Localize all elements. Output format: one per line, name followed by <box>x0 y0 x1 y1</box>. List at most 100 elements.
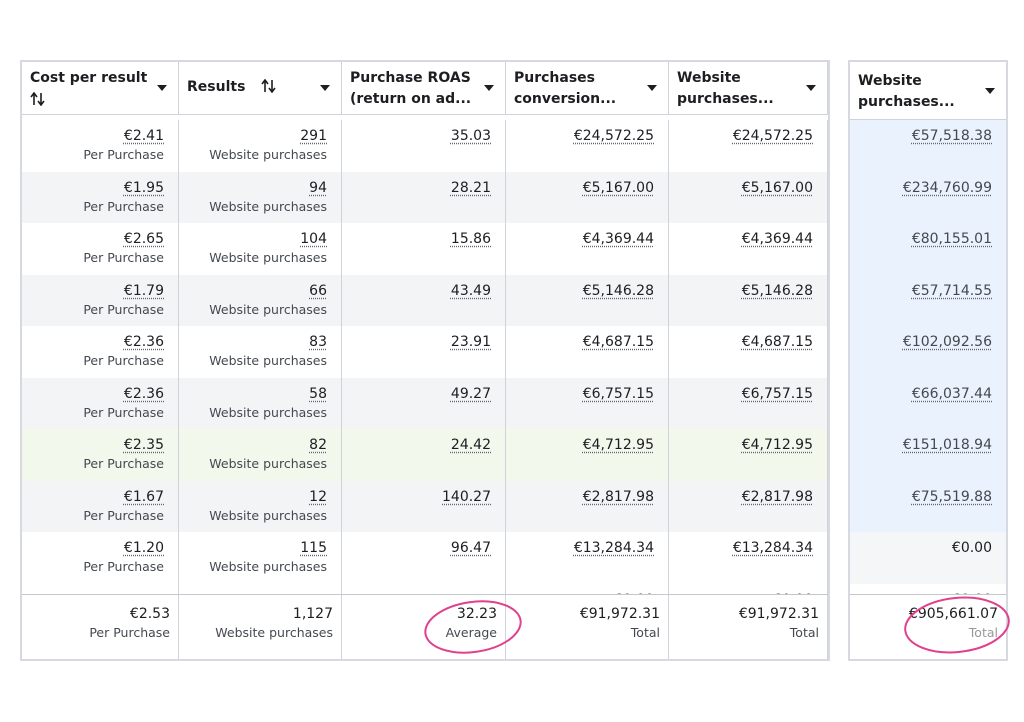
cell-value: €5,167.00 <box>741 179 813 196</box>
cell-sublabel: Per Purchase <box>83 353 164 368</box>
column-header[interactable]: Cost per result <box>22 62 179 114</box>
cell-value: 24.42 <box>450 437 491 453</box>
table-body: €57,518.38 €234,760.99 €80,155.01 €57,714.5… <box>850 119 1006 599</box>
table-cell: €0.00 <box>850 532 1006 584</box>
cell-value: 49.27 <box>450 385 491 402</box>
table-cell: 115 Website purchases <box>179 532 342 584</box>
table-cell: €5,167.00 <box>506 171 669 223</box>
cell-value: 140.27 <box>442 488 491 505</box>
sort-icon[interactable] <box>30 92 46 106</box>
footer-sublabel: Total <box>630 625 660 640</box>
cell-value: €4,369.44 <box>582 231 654 247</box>
cell-value: €80,155.01 <box>911 231 992 247</box>
column-header[interactable]: Website purchases... <box>850 62 1006 119</box>
column-header[interactable]: Website purchases... <box>669 62 828 114</box>
footer-cell: 32.23 Average <box>342 595 506 659</box>
table-cell: €5,146.28 <box>669 274 828 326</box>
table-cell: 15.86 <box>342 223 506 275</box>
cell-value: €24,572.25 <box>732 128 813 144</box>
footer-cell: €91,972.31 Total <box>669 595 828 659</box>
table-cell: 43.49 <box>342 274 506 326</box>
cell-value: 291 <box>300 128 327 144</box>
table-cell: €1.95 Per Purchase <box>22 171 179 223</box>
column-header-label: Purchase ROAS (return on ad... <box>350 70 472 107</box>
cell-sublabel: Per Purchase <box>83 404 164 420</box>
table-row: €2.65 Per Purchase 104 Website purchases 15.… <box>22 223 828 275</box>
table-cell: €151,018.94 <box>850 429 1006 481</box>
column-header[interactable]: Results <box>179 62 342 114</box>
table-cell: €2,817.98 <box>506 480 669 532</box>
dropdown-icon[interactable] <box>319 84 331 92</box>
table-cell: €57,518.38 <box>850 120 1006 172</box>
table-cell: 12 Website purchases <box>179 480 342 532</box>
table-cell: €2.41 Per Purchase <box>22 120 179 172</box>
cell-value: €2.41 <box>123 128 164 144</box>
table-cell: 49.27 <box>342 377 506 429</box>
cell-value: €1.95 <box>123 179 164 196</box>
cell-value: €2.36 <box>123 385 164 402</box>
table-cell: €4,712.95 <box>506 429 669 481</box>
table-cell <box>22 583 179 599</box>
table-cell: €2.36 Per Purchase <box>22 377 179 429</box>
table-row: €1.79 Per Purchase 66 Website purchases 43.4… <box>22 274 828 326</box>
cell-value: €0.00 <box>951 540 992 556</box>
cell-sublabel: Website purchases <box>209 404 327 420</box>
table-row: €102,092.56 <box>850 326 1006 378</box>
table-row: €57,518.38 <box>850 120 1006 172</box>
column-header[interactable]: Purchases conversion... <box>506 62 669 114</box>
table-cell: €24,572.25 <box>506 120 669 172</box>
table-row: €80,155.01 <box>850 223 1006 275</box>
dropdown-icon[interactable] <box>805 84 817 92</box>
cell-sublabel: Website purchases <box>209 456 327 471</box>
cell-sublabel: Website purchases <box>209 301 327 317</box>
table-cell <box>179 583 342 599</box>
dropdown-icon[interactable] <box>483 84 495 92</box>
cell-value: €57,518.38 <box>911 128 992 144</box>
column-header-label: Purchases conversion... <box>514 70 617 107</box>
column-header[interactable]: Purchase ROAS (return on ad... <box>342 62 506 114</box>
table-cell: 104 Website purchases <box>179 223 342 275</box>
table-row: €2.35 Per Purchase 82 Website purchases 24.4… <box>22 429 828 481</box>
dropdown-icon[interactable] <box>646 84 658 92</box>
cell-value: €2.65 <box>123 231 164 247</box>
cell-value: €5,167.00 <box>582 179 654 196</box>
table-cell: €13,284.34 <box>669 532 828 584</box>
table-cell: €1.79 Per Purchase <box>22 274 179 326</box>
dropdown-icon[interactable] <box>984 87 996 95</box>
table-cell: 94 Website purchases <box>179 171 342 223</box>
table-cell: €66,037.44 <box>850 378 1006 430</box>
table-cell: €75,519.88 <box>850 481 1006 533</box>
table-cell: €1.20 Per Purchase <box>22 532 179 584</box>
table-cell: 58 Website purchases <box>179 377 342 429</box>
table-cell: €4,369.44 <box>506 223 669 275</box>
cell-value: €151,018.94 <box>902 437 992 453</box>
cell-value: 28.21 <box>450 179 491 196</box>
table-cell: 140.27 <box>342 480 506 532</box>
sort-icon[interactable] <box>261 79 277 93</box>
cell-sublabel: Per Purchase <box>83 507 164 523</box>
cell-value: €4,369.44 <box>741 231 813 247</box>
dropdown-icon[interactable] <box>156 84 168 92</box>
table-cell: €234,760.99 <box>850 172 1006 224</box>
cell-value: 43.49 <box>450 282 491 299</box>
footer-value: €91,972.31 <box>738 606 819 622</box>
table-cell: €13,284.34 <box>506 532 669 584</box>
table-row: €1.20 Per Purchase 115 Website purchases 96.… <box>22 532 828 584</box>
footer-sublabel: Total <box>968 625 998 640</box>
table-cell: 35.03 <box>342 120 506 172</box>
table-row: €66,037.44 <box>850 377 1006 430</box>
cell-value: €66,037.44 <box>911 385 992 402</box>
cell-value: €4,712.95 <box>582 437 654 453</box>
table-cell: €57,714.55 <box>850 275 1006 327</box>
cell-value: 115 <box>300 540 327 556</box>
cell-sublabel: Per Purchase <box>83 198 164 214</box>
table-cell: 82 Website purchases <box>179 429 342 481</box>
table-cell: 291 Website purchases <box>179 120 342 172</box>
cell-sublabel: Per Purchase <box>83 559 164 574</box>
table-cell: €2,817.98 <box>669 480 828 532</box>
footer-sublabel: Average <box>445 625 497 640</box>
cell-value: €1.67 <box>123 488 164 505</box>
table-header: Cost per result Results Purchase ROAS (ret… <box>22 62 828 115</box>
cell-sublabel: Per Purchase <box>83 301 164 317</box>
